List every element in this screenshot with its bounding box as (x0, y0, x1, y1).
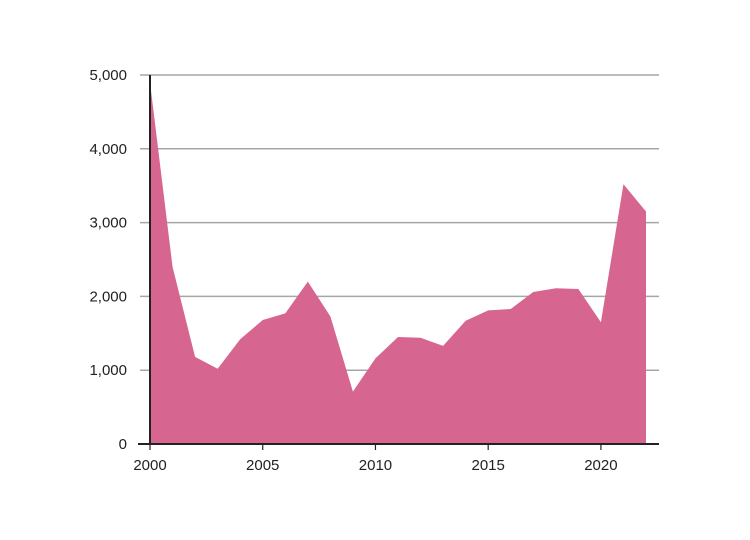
x-tick-label: 2005 (246, 457, 279, 474)
x-tick-label: 2015 (471, 457, 504, 474)
x-tick-labels: 2000 2005 2010 2015 2020 (133, 457, 617, 474)
area-fill (150, 82, 646, 444)
y-tick-label: 5,000 (89, 67, 127, 84)
y-tick-labels: 0 1,000 2,000 3,000 4,000 5,000 (89, 67, 127, 453)
y-tick-label: 0 (119, 436, 127, 453)
x-tick-label: 2000 (133, 457, 166, 474)
x-tick-label: 2020 (584, 457, 617, 474)
y-tick-label: 2,000 (89, 288, 127, 305)
area-series (150, 82, 646, 444)
y-tick-label: 1,000 (89, 362, 127, 379)
axes (138, 75, 659, 450)
x-tick-label: 2010 (359, 457, 392, 474)
y-tick-label: 4,000 (89, 141, 127, 158)
y-tick-label: 3,000 (89, 215, 127, 232)
